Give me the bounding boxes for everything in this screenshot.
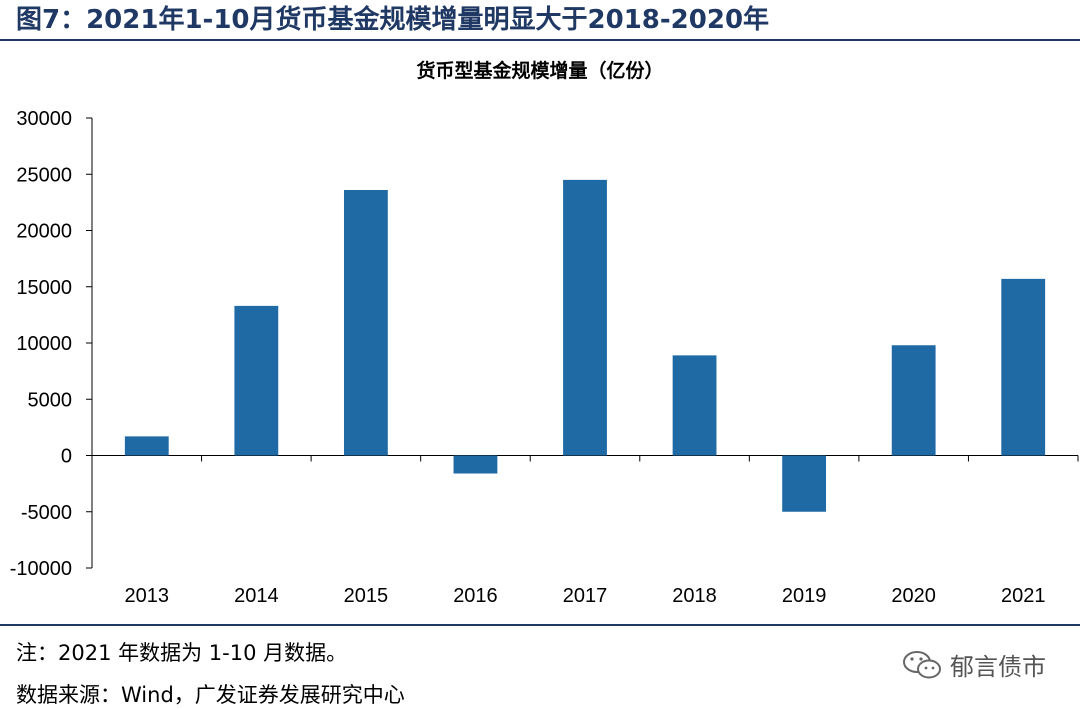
y-axis: 30000 25000 20000 15000 10000 5000 0 -5000 -1000… (10, 108, 93, 580)
bar (1001, 278, 1046, 456)
x-tick-label: 2013 (125, 585, 170, 607)
source-note: 数据来源：Wind，广发证券发展研究中心 (16, 683, 405, 707)
x-tick-label: 2020 (891, 585, 936, 607)
bar (453, 455, 498, 474)
watermark-text: 郁言债市 (950, 653, 1046, 681)
y-tick-label: -10000 (10, 558, 72, 580)
y-tick-label: 25000 (16, 164, 72, 186)
y-tick-label: -5000 (21, 502, 72, 524)
bar (563, 179, 607, 456)
bar (343, 190, 388, 456)
x-tick-label: 2021 (1001, 585, 1046, 607)
y-tick-label: 20000 (16, 221, 72, 243)
bar (891, 345, 936, 456)
bar (782, 455, 827, 512)
chart-title: 货币型基金规模增量（亿份） (416, 59, 663, 82)
bar-series (124, 179, 1046, 512)
y-tick-label: 10000 (16, 333, 72, 355)
x-tick-label: 2019 (782, 585, 827, 607)
bar (124, 436, 169, 456)
y-tick-label: 0 (61, 446, 72, 468)
x-tick-label: 2015 (344, 585, 389, 607)
top-divider (0, 39, 1080, 41)
figure-title: 图7：2021年1-10月货币基金规模增量明显大于2018-2020年 (16, 5, 770, 35)
bar-chart: 货币型基金规模增量（亿份） 30000 25000 20000 15000 10000 5… (10, 59, 1079, 607)
bottom-divider (0, 624, 1080, 626)
y-tick-label: 30000 (16, 108, 72, 130)
x-tick-label: 2014 (234, 585, 279, 607)
wechat-icon (903, 650, 941, 678)
x-axis: 2013 2014 2015 2016 2017 2018 2019 2020 2021 (91, 455, 1079, 607)
x-tick-label: 2016 (453, 585, 498, 607)
bar (234, 305, 279, 456)
y-tick-label: 5000 (28, 389, 73, 411)
y-tick-label: 15000 (16, 277, 72, 299)
bar (672, 355, 717, 456)
x-tick-label: 2017 (563, 585, 608, 607)
watermark: 郁言债市 (902, 647, 1046, 682)
footnote: 注：2021 年数据为 1-10 月数据。 (16, 641, 348, 665)
x-tick-label: 2018 (672, 585, 717, 607)
